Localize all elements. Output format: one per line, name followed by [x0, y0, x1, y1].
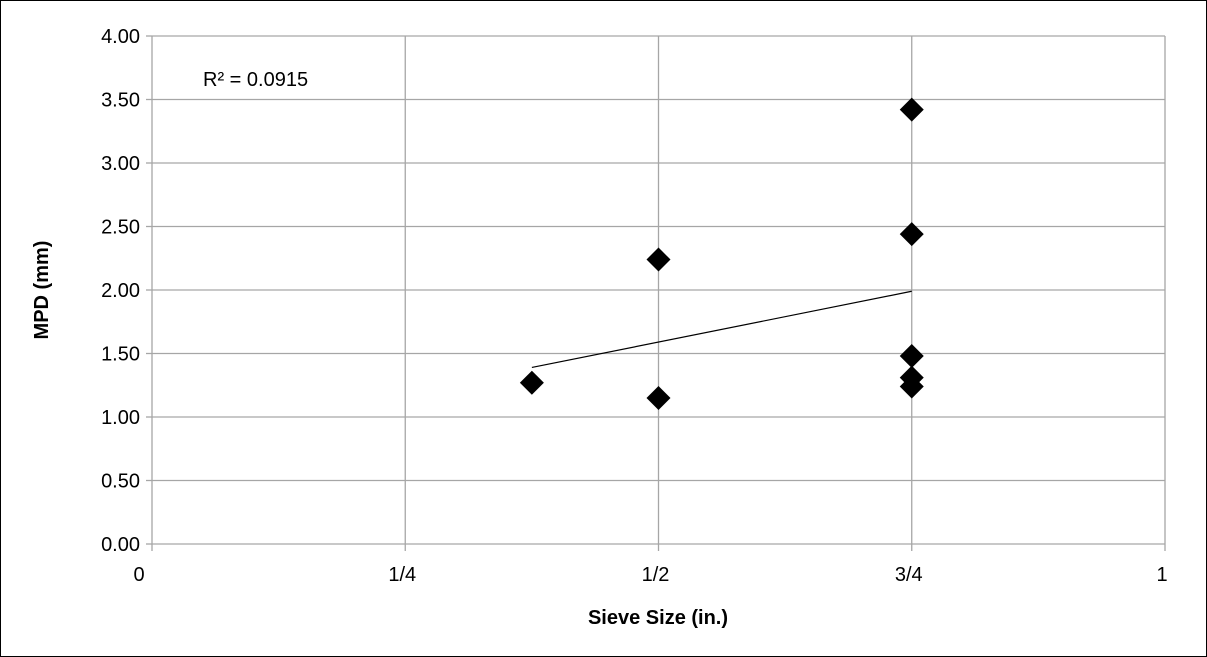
data-points	[519, 97, 924, 410]
r-squared-annotation: R² = 0.0915	[203, 69, 308, 91]
y-tick-label: 4.00	[101, 26, 140, 48]
y-tick-label: 0.50	[101, 471, 140, 493]
data-point-diamond	[899, 344, 924, 369]
y-tick-label: 2.00	[101, 280, 140, 302]
x-tick-label: 3/4	[895, 564, 923, 586]
grid-lines	[152, 35, 1166, 544]
data-point-diamond	[646, 385, 671, 410]
y-axis-title: MPD (mm)	[31, 241, 53, 340]
x-tick-label: 0	[133, 564, 144, 586]
y-tick-label: 3.00	[101, 153, 140, 175]
y-tick-labels: 0.00 0.50 1.00 1.50 2.00 2.50 3.00 3.50 4.00	[101, 26, 140, 556]
data-point-diamond	[899, 374, 924, 399]
y-tick-label: 2.50	[101, 217, 140, 239]
data-point-diamond	[646, 247, 671, 272]
linear-trendline	[531, 290, 912, 369]
axes	[146, 35, 1166, 551]
trendline-layer	[531, 290, 912, 369]
y-tick-label: 0.00	[101, 534, 140, 556]
x-tick-label: 1/4	[388, 564, 416, 586]
data-point-diamond	[899, 97, 924, 122]
y-tick-label: 1.50	[101, 344, 140, 366]
data-point-diamond	[519, 370, 544, 395]
y-tick-label: 3.50	[101, 90, 140, 112]
data-point-diamond	[899, 222, 924, 247]
x-tick-labels: 0 1/4 1/2 3/4 1	[133, 564, 1167, 586]
x-tick-label: 1	[1156, 564, 1167, 586]
x-tick-label: 1/2	[642, 564, 670, 586]
y-tick-label: 1.00	[101, 407, 140, 429]
x-axis-title: Sieve Size (in.)	[588, 607, 728, 629]
